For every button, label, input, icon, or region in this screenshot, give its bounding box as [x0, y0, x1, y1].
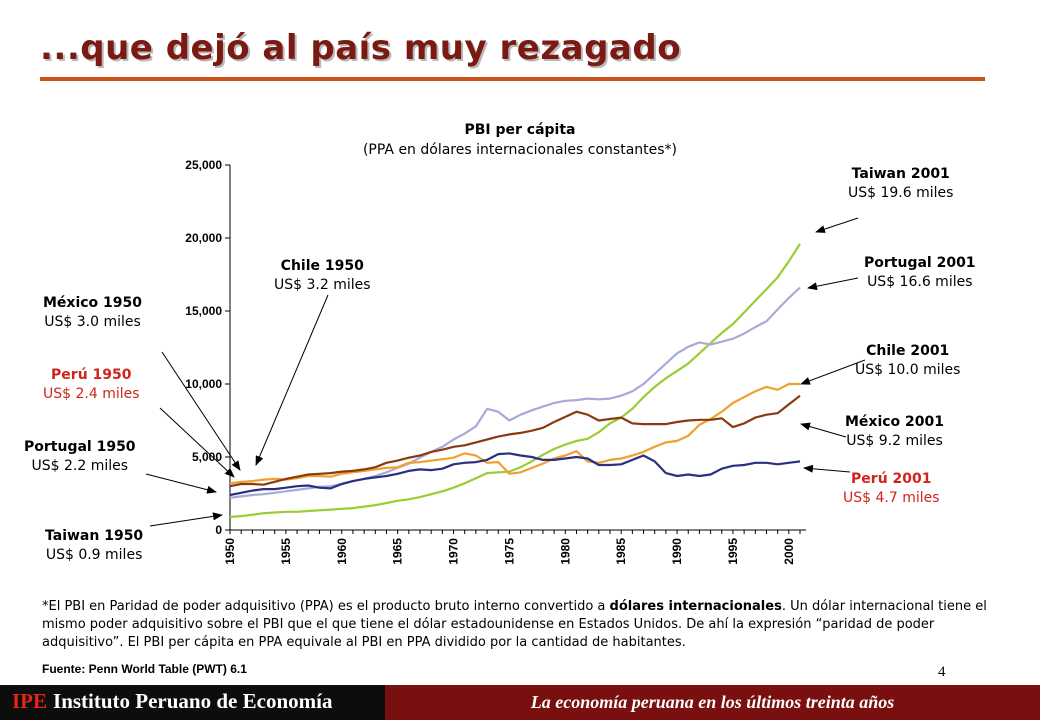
y-tick-label: 25,000: [185, 158, 222, 172]
footer-institute: Instituto Peruano de Economía: [53, 689, 333, 713]
annotation-mexico-2001: México 2001 US$ 9.2 miles: [845, 414, 945, 449]
chart-series: [229, 243, 801, 518]
x-tick-label: 2000: [782, 538, 796, 565]
line-chart: 0 5,000 10,000 15,000 20,000 25,000 1950 1955 19…: [145, 158, 866, 565]
arrow-peru-1950: [159, 407, 235, 478]
series-line-portugal: [229, 286, 801, 499]
arrow-peru-2001: [803, 464, 851, 473]
title-divider: [40, 77, 985, 81]
footer-logo: IPE Instituto Peruano de Economía: [12, 689, 332, 714]
x-tick-label: 1995: [726, 538, 740, 565]
annotation-taiwan-1950: Taiwan 1950 US$ 0.9 miles: [45, 528, 144, 563]
y-tick-label: 20,000: [185, 231, 222, 245]
source-note: Fuente: Penn World Table (PWT) 6.1: [42, 662, 247, 676]
chart-title: PBI per cápita: [464, 122, 576, 138]
arrow-portugal-1950: [145, 473, 217, 494]
footer-ipe: IPE: [12, 689, 48, 713]
arrow-taiwan-1950: [149, 512, 223, 527]
y-tick-label: 5,000: [192, 450, 222, 464]
arrow-mexico-2001: [800, 422, 847, 438]
series-line-taiwan: [229, 243, 801, 518]
x-tick-label: 1990: [670, 538, 684, 565]
annotation-chile-2001: Chile 2001 US$ 10.0 miles: [855, 343, 961, 378]
annotation-chile-1950: Chile 1950 US$ 3.2 miles: [274, 258, 371, 293]
x-tick-label: 1960: [335, 538, 349, 565]
annotation-arrows: [145, 217, 866, 527]
x-tick-label: 1980: [558, 538, 572, 565]
y-tick-label: 15,000: [185, 304, 222, 318]
series-line-peru: [229, 452, 801, 497]
page-number: 4: [938, 664, 946, 680]
arrow-chile-1950: [255, 294, 329, 466]
annotation-peru-1950: Perú 1950 US$ 2.4 miles: [43, 367, 140, 402]
x-tick-label: 1975: [502, 538, 516, 565]
chart-subtitle: (PPA en dólares internacionales constant…: [362, 142, 678, 158]
y-tick-label: 0: [215, 523, 222, 537]
arrow-mexico-1950: [161, 351, 241, 471]
y-tick-label: 10,000: [185, 377, 222, 391]
footer-tagline: La economía peruana en los últimos trein…: [530, 692, 895, 712]
arrow-chile-2001: [800, 359, 866, 385]
arrow-portugal-2001: [807, 277, 859, 291]
x-tick-label: 1985: [614, 538, 628, 565]
footer-logo-panel: [0, 685, 385, 720]
annotation-taiwan-2001: Taiwan 2001 US$ 19.6 miles: [848, 166, 954, 201]
slide-title: ...que dejó al país muy rezagado: [40, 28, 682, 68]
x-tick-label: 1970: [447, 538, 461, 565]
x-tick-label: 1965: [391, 538, 405, 565]
x-tick-label: 1950: [223, 538, 237, 565]
annotation-portugal-2001: Portugal 2001 US$ 16.6 miles: [864, 255, 976, 290]
series-line-chile: [229, 382, 800, 485]
arrow-taiwan-2001: [815, 217, 859, 233]
x-tick-label: 1955: [279, 538, 293, 565]
annotation-mexico-1950: México 1950 US$ 3.0 miles: [43, 295, 143, 330]
annotation-peru-2001: Perú 2001 US$ 4.7 miles: [843, 471, 940, 506]
chart-axes: 0 5,000 10,000 15,000 20,000 25,000 1950 1955 19…: [185, 158, 806, 565]
annotation-portugal-1950: Portugal 1950 US$ 2.2 miles: [24, 439, 136, 474]
footnote: *El PBI en Paridad de poder adquisitivo …: [42, 599, 987, 650]
chart-title-block: PBI per cápita (PPA en dólares internaci…: [300, 120, 740, 160]
series-line-mexico: [229, 394, 801, 488]
